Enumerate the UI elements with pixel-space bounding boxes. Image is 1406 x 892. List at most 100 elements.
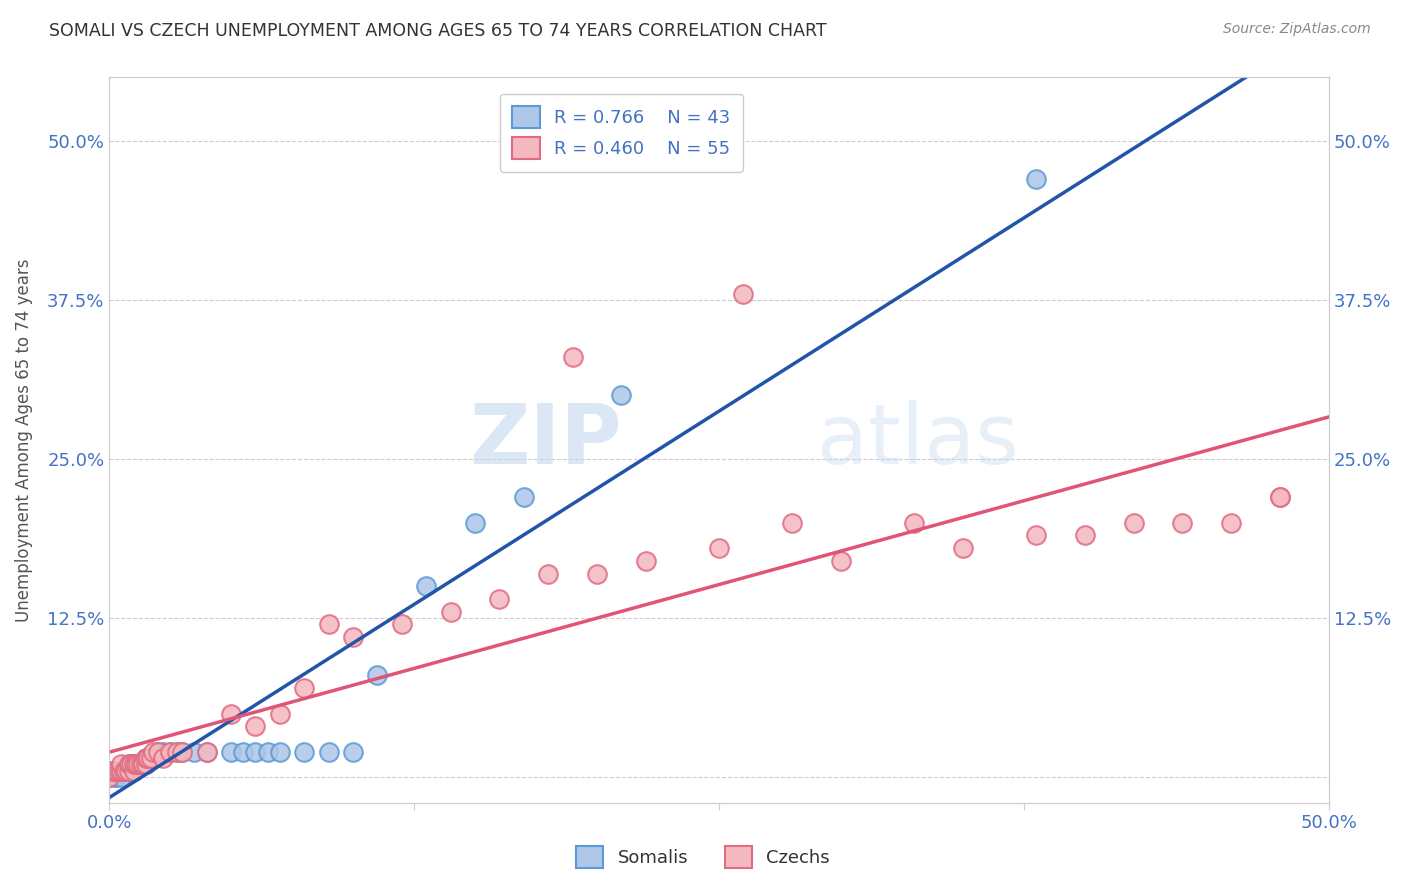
- Point: [115, 764, 138, 778]
- Point: [115, 764, 138, 778]
- Point: [1025, 172, 1047, 186]
- Point: [98, 770, 121, 784]
- Point: [125, 757, 148, 772]
- Legend: Somalis, Czechs: Somalis, Czechs: [565, 835, 841, 879]
- Point: [166, 745, 188, 759]
- Point: [103, 764, 125, 778]
- Point: [110, 770, 132, 784]
- Point: [122, 764, 145, 778]
- Point: [366, 668, 388, 682]
- Point: [166, 745, 188, 759]
- Point: [464, 516, 486, 530]
- Point: [342, 630, 364, 644]
- Point: [135, 757, 157, 772]
- Point: [110, 764, 132, 778]
- Point: [232, 745, 254, 759]
- Point: [159, 745, 181, 759]
- Point: [122, 757, 145, 772]
- Point: [172, 745, 194, 759]
- Point: [292, 681, 315, 695]
- Point: [1268, 490, 1291, 504]
- Point: [135, 751, 157, 765]
- Point: [1268, 490, 1291, 504]
- Point: [120, 757, 142, 772]
- Point: [245, 719, 267, 733]
- Point: [488, 592, 510, 607]
- Point: [129, 757, 152, 772]
- Point: [634, 554, 657, 568]
- Text: Source: ZipAtlas.com: Source: ZipAtlas.com: [1223, 22, 1371, 37]
- Point: [142, 745, 165, 759]
- Point: [561, 351, 583, 365]
- Point: [125, 757, 148, 772]
- Text: ZIP: ZIP: [468, 400, 621, 481]
- Point: [105, 770, 128, 784]
- Point: [105, 764, 128, 778]
- Point: [146, 745, 169, 759]
- Point: [172, 745, 194, 759]
- Point: [108, 764, 131, 778]
- Point: [152, 745, 174, 759]
- Point: [110, 757, 132, 772]
- Point: [342, 745, 364, 759]
- Point: [183, 745, 205, 759]
- Point: [195, 745, 218, 759]
- Point: [219, 706, 242, 721]
- Point: [120, 757, 142, 772]
- Point: [110, 764, 132, 778]
- Point: [103, 770, 125, 784]
- Text: atlas: atlas: [817, 400, 1018, 481]
- Point: [513, 490, 536, 504]
- Point: [159, 745, 181, 759]
- Point: [139, 751, 162, 765]
- Point: [112, 764, 135, 778]
- Point: [136, 751, 159, 765]
- Point: [127, 757, 149, 772]
- Point: [129, 757, 152, 772]
- Point: [903, 516, 925, 530]
- Y-axis label: Unemployment Among Ages 65 to 74 years: Unemployment Among Ages 65 to 74 years: [15, 259, 32, 622]
- Point: [122, 757, 145, 772]
- Point: [98, 770, 121, 784]
- Point: [707, 541, 730, 556]
- Point: [135, 751, 157, 765]
- Point: [1122, 516, 1144, 530]
- Text: SOMALI VS CZECH UNEMPLOYMENT AMONG AGES 65 TO 74 YEARS CORRELATION CHART: SOMALI VS CZECH UNEMPLOYMENT AMONG AGES …: [49, 22, 827, 40]
- Point: [152, 751, 174, 765]
- Point: [127, 757, 149, 772]
- Point: [1025, 528, 1047, 542]
- Point: [142, 751, 165, 765]
- Point: [1220, 516, 1243, 530]
- Point: [219, 745, 242, 759]
- Point: [830, 554, 852, 568]
- Point: [120, 764, 142, 778]
- Point: [1171, 516, 1194, 530]
- Point: [122, 764, 145, 778]
- Point: [98, 764, 121, 778]
- Point: [440, 605, 463, 619]
- Point: [586, 566, 609, 581]
- Point: [1074, 528, 1097, 542]
- Point: [117, 764, 139, 778]
- Point: [733, 286, 755, 301]
- Point: [391, 617, 413, 632]
- Point: [537, 566, 560, 581]
- Point: [292, 745, 315, 759]
- Point: [146, 745, 169, 759]
- Point: [318, 745, 340, 759]
- Point: [610, 388, 633, 402]
- Point: [195, 745, 218, 759]
- Point: [135, 757, 157, 772]
- Point: [117, 757, 139, 772]
- Point: [105, 764, 128, 778]
- Point: [415, 579, 437, 593]
- Point: [136, 751, 159, 765]
- Point: [269, 745, 291, 759]
- Point: [269, 706, 291, 721]
- Point: [952, 541, 974, 556]
- Point: [318, 617, 340, 632]
- Point: [780, 516, 803, 530]
- Point: [117, 757, 139, 772]
- Point: [139, 751, 162, 765]
- Point: [256, 745, 278, 759]
